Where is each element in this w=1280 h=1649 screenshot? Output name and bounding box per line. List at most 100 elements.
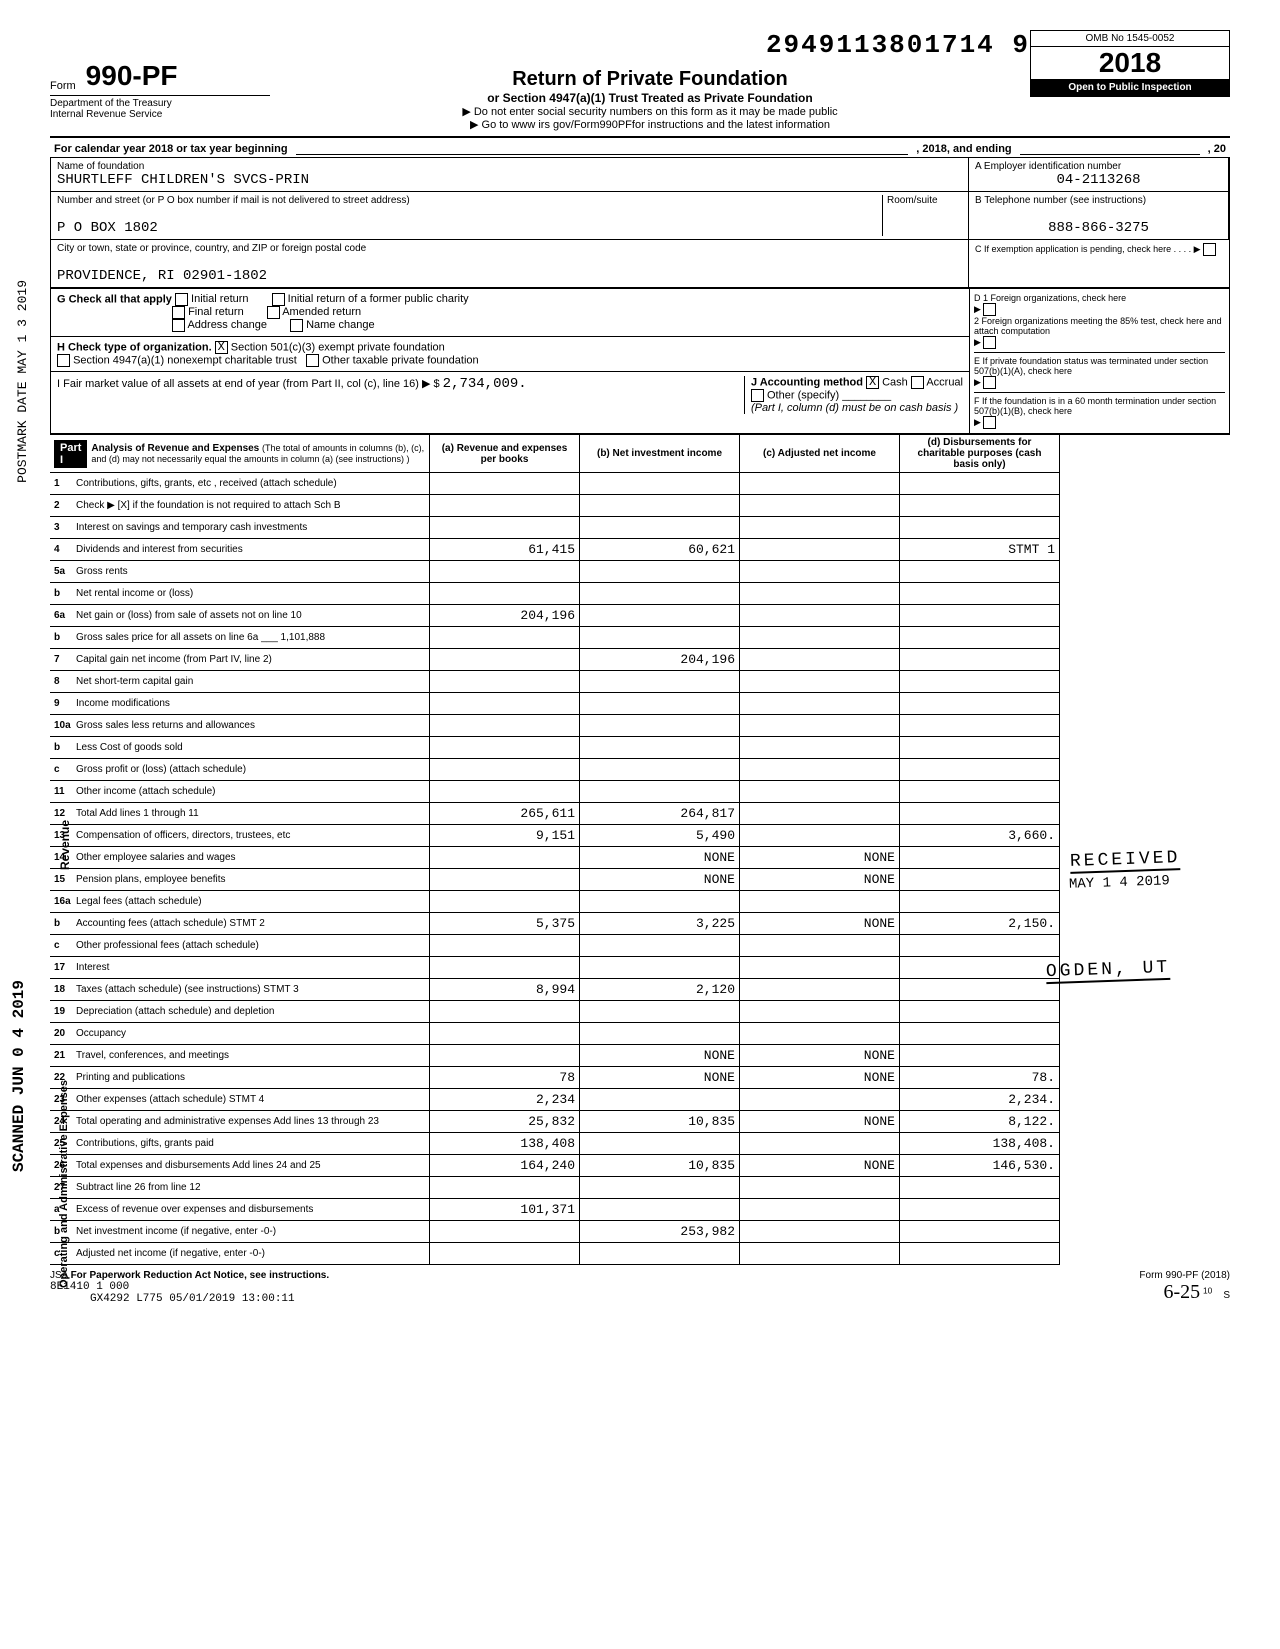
row-value <box>900 1001 1060 1023</box>
row-value <box>430 781 580 803</box>
table-row: 3Interest on savings and temporary cash … <box>50 517 1230 539</box>
row-value: 10,835 <box>580 1111 740 1133</box>
row-description: 11Other income (attach schedule) <box>50 781 430 803</box>
form-ref: Form 990-PF (2018) <box>1139 1270 1230 1281</box>
table-row: 1Contributions, gifts, grants, etc , rec… <box>50 473 1230 495</box>
c-checkbox[interactable] <box>1203 243 1216 256</box>
row-value <box>430 583 580 605</box>
row-description: 16aLegal fees (attach schedule) <box>50 891 430 913</box>
open-inspection: Open to Public Inspection <box>1031 79 1229 96</box>
row-value <box>430 517 580 539</box>
row-value: 78 <box>430 1067 580 1089</box>
row-value <box>430 869 580 891</box>
row-value <box>430 1023 580 1045</box>
goto-url: ▶ Go to www irs gov/Form990PFfor instruc… <box>270 118 1030 131</box>
table-row: 13Compensation of officers, directors, t… <box>50 825 1230 847</box>
row-value <box>430 1001 580 1023</box>
phone-value: 888-866-3275 <box>975 220 1222 236</box>
row-value: NONE <box>740 1111 900 1133</box>
row-description: cOther professional fees (attach schedul… <box>50 935 430 957</box>
row-value <box>740 781 900 803</box>
row-value <box>740 759 900 781</box>
row-value <box>900 627 1060 649</box>
row-value <box>430 1177 580 1199</box>
row-description: aExcess of revenue over expenses and dis… <box>50 1199 430 1221</box>
row-value: NONE <box>740 913 900 935</box>
row-description: 19Depreciation (attach schedule) and dep… <box>50 1001 430 1023</box>
row-description: 6aNet gain or (loss) from sale of assets… <box>50 605 430 627</box>
part1-grid: Part I Analysis of Revenue and Expenses … <box>50 434 1230 473</box>
omb-box: OMB No 1545-0052 2018 Open to Public Ins… <box>1030 30 1230 97</box>
row-value: 8,122. <box>900 1111 1060 1133</box>
table-row: 12Total Add lines 1 through 11265,611264… <box>50 803 1230 825</box>
row-description: 4Dividends and interest from securities <box>50 539 430 561</box>
row-value <box>900 979 1060 1001</box>
row-value <box>900 759 1060 781</box>
row-value <box>900 1243 1060 1265</box>
row-value: 2,234. <box>900 1089 1060 1111</box>
row-value <box>580 1243 740 1265</box>
row-value <box>740 473 900 495</box>
row-description: 13Compensation of officers, directors, t… <box>50 825 430 847</box>
row-value <box>430 1243 580 1265</box>
row-value <box>740 693 900 715</box>
row-value <box>900 671 1060 693</box>
irs-label: Internal Revenue Service <box>50 109 270 120</box>
row-value <box>580 671 740 693</box>
signature: 6-25 <box>1163 1281 1200 1303</box>
col-a-header: (a) Revenue and expenses per books <box>430 435 580 473</box>
row-value <box>580 957 740 979</box>
row-value: 2,150. <box>900 913 1060 935</box>
row-value: NONE <box>740 1155 900 1177</box>
row-value: 5,490 <box>580 825 740 847</box>
row-value <box>740 605 900 627</box>
city-value: PROVIDENCE, RI 02901-1802 <box>57 268 962 284</box>
row-description: 23Other expenses (attach schedule) STMT … <box>50 1089 430 1111</box>
row-value <box>430 891 580 913</box>
table-row: 5aGross rents <box>50 561 1230 583</box>
table-row: 2Check ▶ [X] if the foundation is not re… <box>50 495 1230 517</box>
row-value: 204,196 <box>580 649 740 671</box>
row-value: 8,994 <box>430 979 580 1001</box>
row-value <box>900 869 1060 891</box>
row-value: 25,832 <box>430 1111 580 1133</box>
j-cash-check[interactable]: X <box>866 376 879 389</box>
row-value <box>900 561 1060 583</box>
row-description: 14Other employee salaries and wages <box>50 847 430 869</box>
row-value: 3,660. <box>900 825 1060 847</box>
row-value <box>580 1199 740 1221</box>
row-description: cAdjusted net income (if negative, enter… <box>50 1243 430 1265</box>
row-value <box>580 627 740 649</box>
table-row: bAccounting fees (attach schedule) STMT … <box>50 913 1230 935</box>
ogden-stamp: OGDEN, UT <box>1045 958 1170 984</box>
row-value <box>430 847 580 869</box>
row-value <box>900 781 1060 803</box>
row-description: bNet investment income (if negative, ent… <box>50 1221 430 1243</box>
row-value <box>740 1023 900 1045</box>
row-description: bNet rental income or (loss) <box>50 583 430 605</box>
col-c-header: (c) Adjusted net income <box>740 435 900 473</box>
row-value: 2,120 <box>580 979 740 1001</box>
row-value <box>740 1221 900 1243</box>
h-check-501c3[interactable]: X <box>215 341 228 354</box>
row-value: 101,371 <box>430 1199 580 1221</box>
row-value: 2,234 <box>430 1089 580 1111</box>
row-value: 5,375 <box>430 913 580 935</box>
row-value: 164,240 <box>430 1155 580 1177</box>
footer: JSA For Paperwork Reduction Act Notice, … <box>50 1270 1230 1305</box>
row-description: 15Pension plans, employee benefits <box>50 869 430 891</box>
row-description: 3Interest on savings and temporary cash … <box>50 517 430 539</box>
table-row: 26Total expenses and disbursements Add l… <box>50 1155 1230 1177</box>
row-description: 17Interest <box>50 957 430 979</box>
table-row: cOther professional fees (attach schedul… <box>50 935 1230 957</box>
row-value <box>430 1045 580 1067</box>
ein-value: 04-2113268 <box>975 172 1222 188</box>
tax-year: 2018 <box>1031 47 1229 79</box>
table-row: 11Other income (attach schedule) <box>50 781 1230 803</box>
row-value <box>740 561 900 583</box>
row-value <box>900 693 1060 715</box>
table-row: 15Pension plans, employee benefitsNONENO… <box>50 869 1230 891</box>
row-description: 26Total expenses and disbursements Add l… <box>50 1155 430 1177</box>
row-value <box>580 781 740 803</box>
row-value <box>900 583 1060 605</box>
